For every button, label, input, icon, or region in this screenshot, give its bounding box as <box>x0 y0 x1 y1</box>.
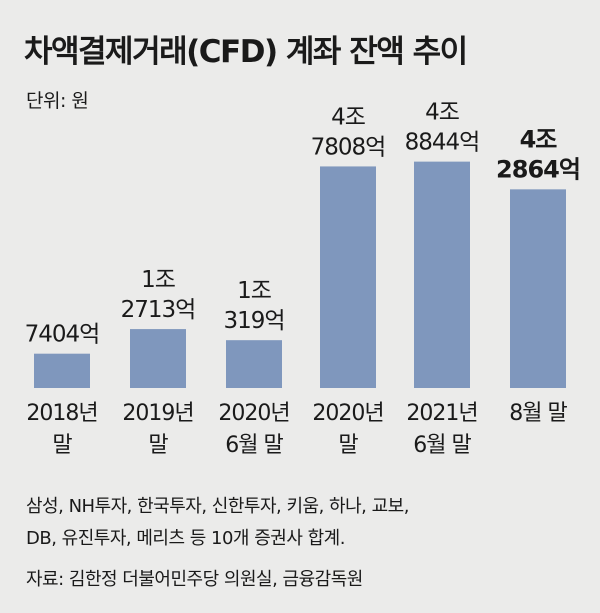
bar-1 <box>34 353 90 388</box>
bar-2 <box>130 329 186 388</box>
category-label-3-line-2: 6월 말 <box>225 433 283 458</box>
bar-3 <box>226 340 282 388</box>
category-label-2-line-1: 2019년 <box>122 401 193 426</box>
value-label-5-line-2: 8844억 <box>405 130 480 156</box>
category-label-3-line-1: 2020년 <box>218 401 289 426</box>
bar-4 <box>320 166 376 388</box>
bar-6 <box>510 189 566 388</box>
category-label-5-line-2: 6월 말 <box>413 433 471 458</box>
chart-title: 차액결제거래(CFD) 계좌 잔액 추이 <box>24 34 468 70</box>
value-label-3-line-2: 319억 <box>223 308 284 334</box>
value-label-4-line-2: 7808억 <box>311 134 386 160</box>
value-label-6-line-2: 2864억 <box>496 155 580 183</box>
category-label-4-line-1: 2020년 <box>312 401 383 426</box>
footnote-line-2: DB, 유진투자, 메리츠 등 10개 증권사 합계. <box>26 528 345 549</box>
category-label-2-line-2: 말 <box>148 433 168 458</box>
bar-5 <box>414 161 470 388</box>
category-label-5-line-1: 2021년 <box>406 401 477 426</box>
value-label-1-line-1: 7404억 <box>25 322 100 348</box>
value-label-6-line-1: 4조 <box>520 125 558 153</box>
category-label-1-line-1: 2018년 <box>26 401 97 426</box>
category-label-1-line-2: 말 <box>52 433 72 458</box>
category-label-6-line-1: 8월 말 <box>509 401 567 426</box>
category-label-4-line-2: 말 <box>338 433 358 458</box>
source-note: 자료: 김한정 더불어민주당 의원실, 금융감독원 <box>26 569 363 590</box>
value-label-3-line-1: 1조 <box>237 278 271 304</box>
footnote-line-1: 삼성, NH투자, 한국투자, 신한투자, 키움, 하나, 교보, <box>26 496 409 517</box>
unit-label: 단위: 원 <box>26 90 89 112</box>
value-label-4-line-1: 4조 <box>331 104 365 130</box>
value-label-2-line-1: 1조 <box>141 267 175 293</box>
value-label-5-line-1: 4조 <box>425 100 459 126</box>
value-label-2-line-2: 2713억 <box>121 297 196 323</box>
